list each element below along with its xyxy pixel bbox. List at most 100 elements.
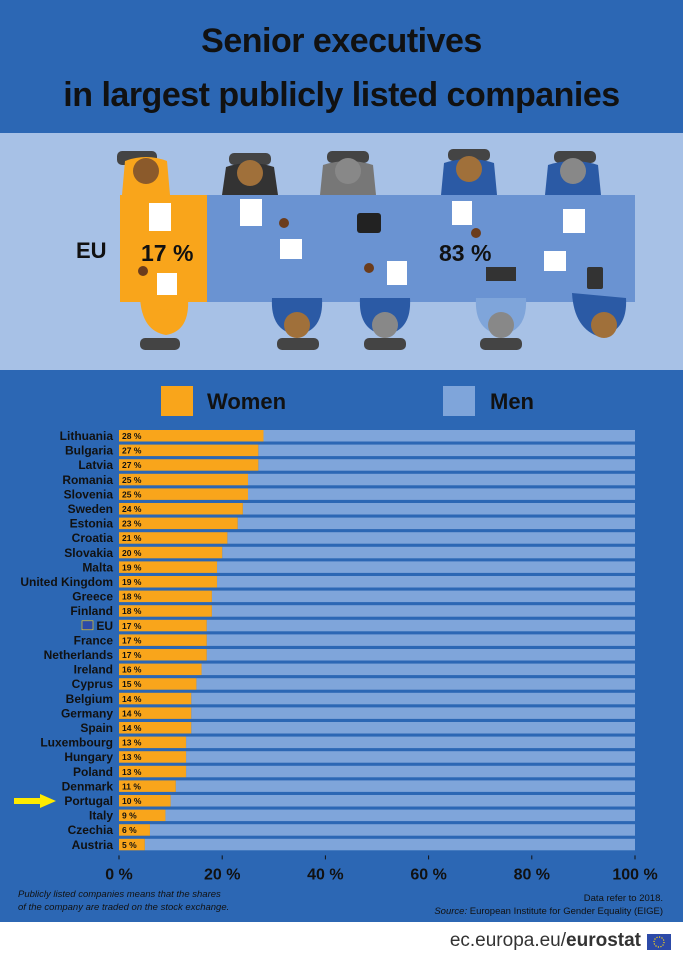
category-label-27: Czechia [68, 823, 114, 837]
value-label-23: 13 % [122, 767, 142, 777]
bar-men-11 [211, 590, 635, 603]
category-label-26: Italy [89, 809, 113, 823]
bar-women-4 [119, 488, 248, 500]
bar-men-27 [149, 824, 635, 836]
bar-women-14 [119, 634, 207, 646]
bar-women-7 [119, 532, 228, 544]
value-label-28: 5 % [122, 840, 137, 850]
value-label-9: 19 % [122, 562, 142, 572]
value-label-18: 14 % [122, 694, 142, 704]
brand-name: eurostat [566, 930, 641, 951]
bar-men-4 [248, 488, 635, 500]
coffee-cup-icon [364, 263, 374, 273]
bar-women-26 [119, 809, 166, 822]
brand-site: ec.europa.eu/ [449, 930, 567, 951]
bar-women-18 [119, 692, 192, 705]
footnote: Publicly listed companies means that the… [18, 888, 229, 914]
women-percentage: 17 % [141, 240, 194, 266]
category-label-4: Slovenia [64, 487, 114, 501]
bar-women-25 [119, 795, 171, 807]
bar-men-19 [191, 707, 636, 719]
value-label-0: 28 % [122, 431, 142, 441]
category-label-14: France [74, 633, 114, 647]
highlight-arrow-icon [14, 794, 56, 808]
x-tick-label-1: 20 % [204, 866, 240, 883]
man-executive-icon [545, 151, 601, 233]
man-executive-icon [271, 298, 323, 350]
bar-women-22 [119, 751, 187, 763]
bar-men-7 [227, 532, 636, 544]
document-icon [280, 239, 302, 259]
category-label-12: Finland [70, 604, 113, 618]
category-label-7: Croatia [72, 531, 114, 545]
value-label-26: 9 % [122, 811, 137, 821]
woman-executive-bottom-icon [140, 298, 189, 350]
meeting-illustration [0, 133, 683, 370]
value-label-4: 25 % [122, 489, 142, 499]
category-label-6: Estonia [70, 517, 114, 531]
category-label-11: Greece [72, 590, 113, 604]
category-label-24: Denmark [62, 779, 114, 793]
document-icon [544, 251, 566, 271]
value-label-6: 23 % [122, 519, 142, 529]
bar-men-15 [206, 649, 635, 661]
x-tick-label-2: 40 % [307, 866, 343, 883]
coffee-cup-icon [279, 218, 289, 228]
bar-women-1 [119, 444, 259, 457]
bar-men-0 [263, 430, 635, 442]
bar-men-17 [196, 678, 635, 690]
value-label-20: 14 % [122, 723, 142, 733]
coffee-cup-icon [138, 266, 148, 276]
category-label-18: Belgium [66, 692, 113, 706]
bar-women-27 [119, 824, 150, 836]
men-percentage: 83 % [439, 240, 492, 266]
value-label-13: 17 % [122, 621, 142, 631]
laptop-icon [486, 267, 516, 281]
bar-men-3 [248, 473, 635, 486]
bar-women-19 [119, 707, 192, 719]
meeting-table-illustration [117, 149, 635, 350]
eurostat-brand[interactable]: ec.europa.eu/eurostat [450, 930, 641, 952]
value-label-2: 27 % [122, 460, 142, 470]
man-executive-icon [359, 298, 411, 350]
bar-men-6 [237, 517, 635, 530]
footnote-line-1: Publicly listed companies means that the… [18, 889, 221, 900]
legend-women-swatch [161, 386, 193, 416]
category-label-22: Hungary [64, 750, 113, 764]
value-label-22: 13 % [122, 752, 142, 762]
value-label-27: 6 % [122, 825, 137, 835]
bar-women-9 [119, 561, 218, 573]
bar-women-10 [119, 576, 218, 588]
bar-men-10 [217, 576, 636, 588]
legend-men-swatch [443, 386, 475, 416]
value-label-21: 13 % [122, 738, 142, 748]
value-label-17: 15 % [122, 679, 142, 689]
value-label-24: 11 % [122, 781, 141, 791]
bar-women-11 [119, 590, 212, 603]
x-tick-label-0: 0 % [105, 866, 133, 883]
document-icon [387, 261, 407, 285]
category-label-15: Netherlands [44, 648, 114, 662]
category-label-16: Ireland [74, 663, 113, 677]
bar-women-12 [119, 605, 212, 617]
bar-men-5 [242, 503, 635, 515]
category-label-5: Sweden [68, 502, 113, 516]
value-label-19: 14 % [122, 708, 142, 718]
bar-men-12 [211, 605, 635, 617]
category-label-3: Romania [62, 473, 113, 487]
category-label-10: United Kingdom [20, 575, 113, 589]
man-executive-icon [572, 293, 627, 338]
source-label: Source: [434, 906, 468, 917]
category-label-19: Germany [61, 706, 113, 720]
value-label-12: 18 % [122, 606, 142, 616]
eu-flag-icon [81, 620, 94, 631]
x-tick-label-4: 80 % [514, 866, 550, 883]
x-tick-label-3: 60 % [410, 866, 446, 883]
bar-men-2 [258, 459, 635, 471]
value-label-5: 24 % [122, 504, 142, 514]
bar-women-20 [119, 722, 192, 734]
value-label-7: 21 % [122, 533, 142, 543]
bar-men-13 [206, 619, 635, 632]
value-label-16: 16 % [122, 665, 142, 675]
category-label-13: EU [96, 619, 113, 633]
